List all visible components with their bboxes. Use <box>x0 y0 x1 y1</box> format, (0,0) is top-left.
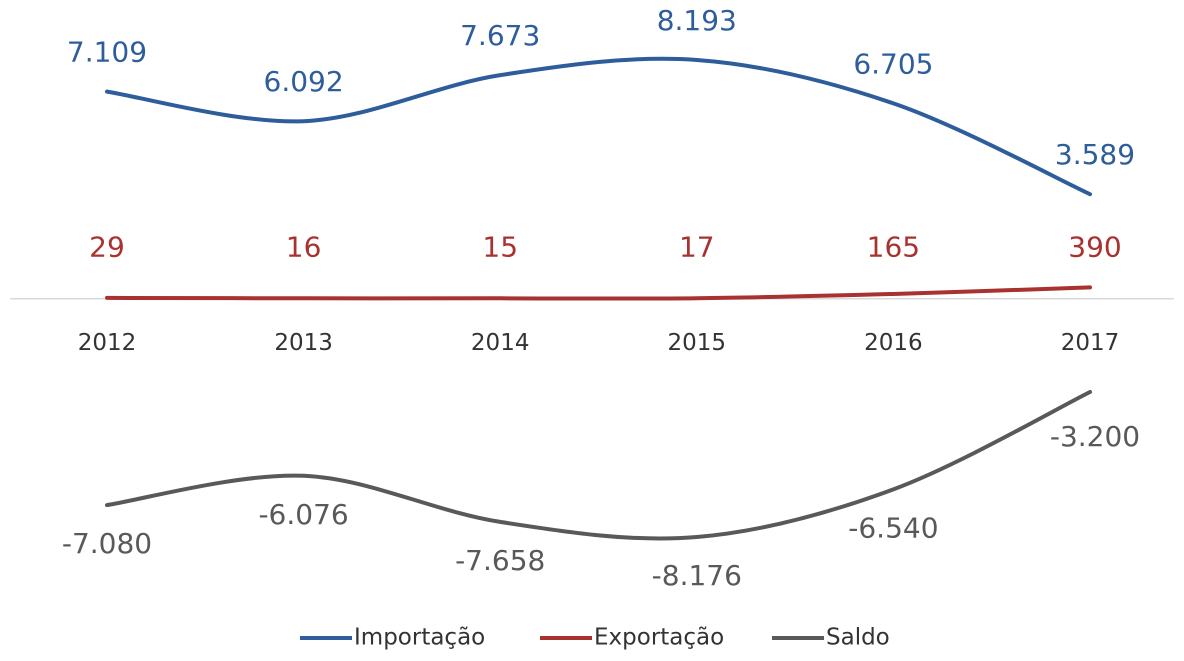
x-tick-label: 2012 <box>78 330 137 356</box>
x-tick-label: 2017 <box>1061 330 1120 356</box>
data-label: 29 <box>89 231 125 264</box>
data-label: 7.673 <box>460 19 540 52</box>
line-series <box>105 285 1092 301</box>
data-label: -3.200 <box>1050 420 1140 453</box>
x-tick-label: 2014 <box>471 330 530 356</box>
x-tick-label: 2016 <box>864 330 923 356</box>
data-label: 16 <box>286 231 322 264</box>
data-label: 7.109 <box>67 36 147 69</box>
data-label: 17 <box>679 231 715 264</box>
x-tick-label: 2013 <box>274 330 333 356</box>
data-label: 15 <box>482 231 518 264</box>
data-label: 390 <box>1068 231 1121 264</box>
data-label: 8.193 <box>657 4 737 37</box>
line-series <box>105 56 1092 197</box>
data-label: -8.176 <box>652 559 742 592</box>
line-series <box>105 389 1092 541</box>
data-label: -6.076 <box>258 498 348 531</box>
data-label: 165 <box>867 231 920 264</box>
legend-label: Exportação <box>594 625 724 651</box>
data-label: -6.540 <box>848 511 938 544</box>
data-label: 6.705 <box>853 47 933 80</box>
data-label: -7.658 <box>455 544 545 577</box>
x-tick-label: 2015 <box>668 330 727 356</box>
legend-label: Importação <box>354 625 485 651</box>
data-label: 6.092 <box>264 65 344 98</box>
legend-label: Saldo <box>826 625 890 651</box>
data-label: 3.589 <box>1055 138 1135 171</box>
data-label: -7.080 <box>62 527 152 560</box>
